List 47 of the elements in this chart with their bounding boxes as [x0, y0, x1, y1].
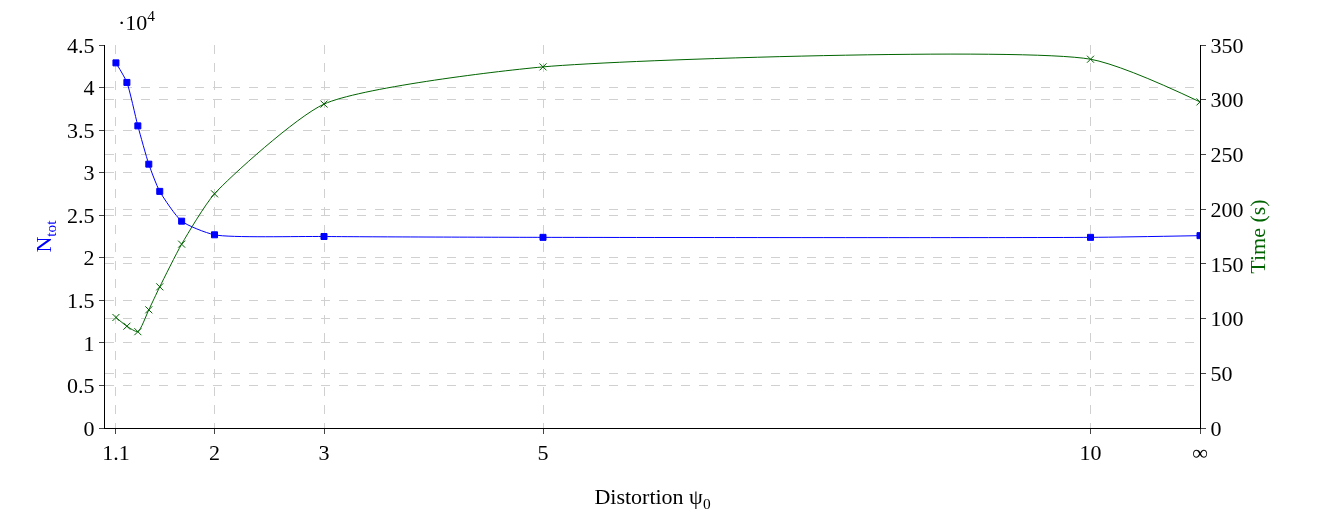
point [1087, 233, 1094, 241]
y2-tick-label: 300 [1210, 87, 1244, 113]
point [155, 282, 164, 291]
point [123, 78, 131, 86]
point [1086, 55, 1095, 64]
y-tick-label: 2.5 [67, 202, 95, 228]
y-tick-label: 4.5 [67, 32, 95, 58]
point [156, 187, 164, 195]
point [320, 100, 328, 109]
point [178, 217, 186, 225]
point [145, 160, 153, 168]
y-tick-label: 0.5 [67, 373, 95, 399]
point [111, 313, 120, 322]
y-tick-label: 3 [83, 160, 95, 186]
y-tick-label: 0 [83, 415, 95, 441]
point [539, 62, 547, 71]
y-tick-label: 4 [83, 75, 95, 101]
y2-tick-label: 250 [1210, 142, 1244, 168]
point [112, 59, 120, 67]
point [539, 233, 547, 241]
x-tick-label: 2 [209, 440, 220, 466]
text: ·10$^{4}$ [118, 7, 156, 36]
y2-tick-label: 50 [1210, 360, 1233, 386]
point [211, 231, 218, 239]
x-tick-label: 10 [1079, 440, 1102, 466]
y2-tick-label: 200 [1210, 196, 1244, 222]
x-tick-label: 3 [318, 440, 330, 466]
y-tick-label: 2 [83, 245, 95, 271]
point [122, 322, 131, 331]
point [177, 240, 186, 249]
x-tick-label: 5 [537, 440, 549, 466]
x-axis-title: Distortion ψ$_{0}$ [594, 484, 711, 512]
x-tick-label: ∞ [1192, 440, 1208, 466]
y2-tick-label: 350 [1210, 32, 1244, 58]
y-tick-label: 1 [83, 330, 95, 356]
point [210, 189, 219, 198]
y2-tick-label: 0 [1210, 415, 1222, 441]
point [144, 305, 153, 314]
y-tick-label: 1.5 [67, 288, 95, 314]
x-tick-label: 1.1 [102, 440, 130, 466]
point [133, 327, 142, 336]
y2-tick-label: 150 [1210, 251, 1244, 277]
point [134, 122, 142, 130]
y2-axis-title: Time (s) [1245, 199, 1271, 274]
y-tick-label: 3.5 [67, 117, 95, 143]
point [320, 233, 328, 240]
y2-tick-label: 100 [1210, 306, 1244, 332]
